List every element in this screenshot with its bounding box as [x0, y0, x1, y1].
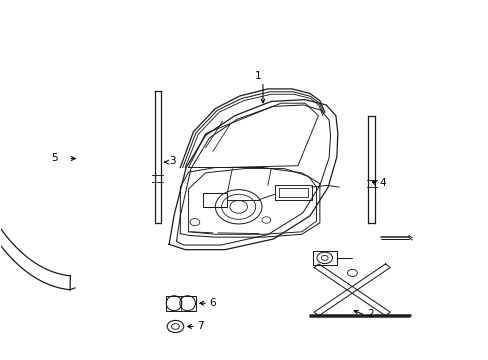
- Text: 5: 5: [51, 153, 58, 163]
- Text: 2: 2: [366, 309, 373, 319]
- Text: 4: 4: [378, 178, 385, 188]
- Text: 6: 6: [209, 297, 216, 307]
- Text: 7: 7: [197, 321, 203, 331]
- Text: 3: 3: [169, 157, 176, 166]
- Text: 1: 1: [254, 71, 261, 81]
